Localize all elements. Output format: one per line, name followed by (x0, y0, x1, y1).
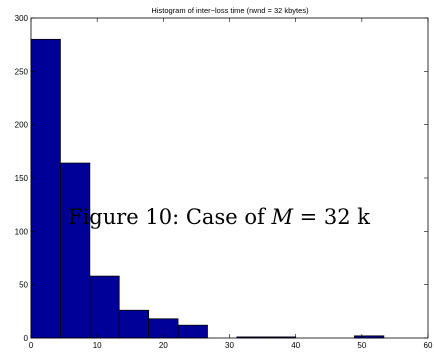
histogram-bar-5 (177, 324, 208, 339)
histogram-bar-3 (118, 309, 150, 339)
histogram-bar-1 (59, 162, 91, 339)
caption-suffix: = 32 k (293, 205, 370, 229)
bars (30, 38, 385, 339)
histogram-bar-2 (89, 275, 120, 339)
x-tick-label: 50 (357, 341, 366, 350)
y-tick-label: 150 (15, 174, 29, 183)
caption-prefix: Figure 10: Case of (68, 205, 271, 229)
y-tick-label: 250 (15, 67, 29, 76)
x-tick-label: 30 (225, 341, 234, 350)
chart-title: Histogram of inter−loss time (rwnd = 32 … (151, 6, 309, 15)
x-tick-label: 0 (29, 341, 34, 350)
x-tick-label: 60 (424, 341, 433, 350)
y-tick-label: 100 (15, 227, 29, 236)
ticks: 0 10 20 30 40 50 60 0 50 100 150 200 250 300 (15, 14, 433, 350)
x-tick-label: 10 (93, 341, 102, 350)
x-tick-label: 20 (159, 341, 168, 350)
y-tick-label: 300 (15, 14, 29, 23)
histogram-bar-0 (30, 38, 61, 339)
x-tick-label: 40 (291, 341, 300, 350)
y-tick-label: 200 (15, 121, 29, 130)
y-tick-label: 0 (24, 334, 29, 343)
figure-caption: Figure 10: Case of M = 32 k (68, 205, 370, 229)
caption-variable: M (270, 205, 293, 229)
y-tick-label: 50 (19, 281, 28, 290)
